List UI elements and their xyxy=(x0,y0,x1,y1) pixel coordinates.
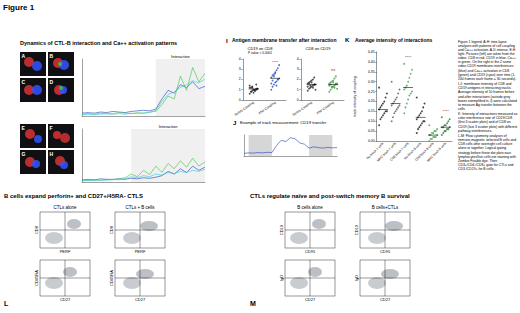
svg-text:CD45RA: CD45RA xyxy=(34,270,39,286)
svg-text:B cells+CTLs: B cells+CTLs xyxy=(372,205,399,210)
html-text:CTLs regulate naïve and post-s: CTLs regulate naïve and post-switch memo… xyxy=(250,193,410,199)
svg-text:0.20: 0.20 xyxy=(368,99,375,103)
svg-text:No block T cells: No block T cells xyxy=(365,141,385,161)
svg-text:E: E xyxy=(22,125,26,131)
svg-text:0.15: 0.15 xyxy=(368,109,375,113)
html-text:K: K xyxy=(345,37,350,43)
html-text:K: Intensity of interactions m: K: Intensity of interactions measured as… xyxy=(458,112,518,133)
svg-text:1: 1 xyxy=(297,88,299,92)
svg-text:IgD: IgD xyxy=(279,275,284,281)
svg-text:CD8 block B cells: CD8 block B cells xyxy=(414,141,435,163)
html-text:Figure 1: Figure 1 xyxy=(3,3,35,12)
svg-text:2: 2 xyxy=(297,77,299,81)
svg-text:0: 0 xyxy=(239,98,241,102)
svg-text:****: **** xyxy=(272,60,279,65)
svg-text:ns: ns xyxy=(331,67,335,72)
svg-text:CD27: CD27 xyxy=(380,297,391,302)
svg-text:Interaction: Interaction xyxy=(159,124,178,129)
svg-text:CD45RA: CD45RA xyxy=(109,270,114,286)
svg-text:4: 4 xyxy=(239,57,241,61)
html-text:I: I xyxy=(226,38,228,44)
svg-text:CTLs + B cells: CTLs + B cells xyxy=(125,205,155,210)
svg-text:2: 2 xyxy=(239,77,241,81)
svg-text:Before Coupling: Before Coupling xyxy=(234,100,255,117)
svg-text:L: L xyxy=(4,300,9,307)
svg-text:1: 1 xyxy=(239,88,241,92)
svg-text:H: H xyxy=(50,151,54,157)
svg-text:0.30: 0.30 xyxy=(368,80,375,84)
svg-text:CD8 on CD19: CD8 on CD19 xyxy=(306,46,332,51)
svg-text:No block B cells: No block B cells xyxy=(403,141,422,161)
svg-text:0.25: 0.25 xyxy=(368,90,375,94)
svg-text:0.35: 0.35 xyxy=(368,70,375,74)
svg-text:CTLs alone: CTLs alone xyxy=(53,205,77,210)
svg-text:Before Coupling: Before Coupling xyxy=(292,100,313,117)
svg-text:CD19: CD19 xyxy=(279,224,284,235)
svg-text:C: C xyxy=(22,79,26,85)
svg-text:CD8: CD8 xyxy=(34,225,39,234)
svg-text:0: 0 xyxy=(297,98,299,102)
svg-text:CD8: CD8 xyxy=(109,225,114,234)
svg-text:CD95: CD95 xyxy=(305,249,316,254)
svg-text:MHC block B cells: MHC block B cells xyxy=(426,141,447,162)
svg-text:After Coupling: After Coupling xyxy=(258,100,277,115)
svg-text:MHC block T cells: MHC block T cells xyxy=(376,141,397,163)
svg-text:track intensity of coupling: track intensity of coupling xyxy=(353,76,357,116)
html-text:L-M: Flow cytometry analyses o: L-M: Flow cytometry analyses of immune-m… xyxy=(458,134,516,171)
svg-text:IgD: IgD xyxy=(354,275,359,281)
svg-text:0.10: 0.10 xyxy=(368,119,375,123)
svg-text:A: A xyxy=(22,53,26,59)
svg-text:M: M xyxy=(250,300,256,307)
svg-text:CD27: CD27 xyxy=(305,297,316,302)
html-text:J: J xyxy=(233,120,237,126)
svg-text:0.05: 0.05 xyxy=(368,129,375,133)
svg-text:P value < 0.0001: P value < 0.0001 xyxy=(248,51,272,55)
html-text:Figure 1 legend. A-H: time-lap: Figure 1 legend. A-H: time-lapse analyse… xyxy=(458,40,517,81)
svg-text:3: 3 xyxy=(239,67,241,71)
svg-text:PERF: PERF xyxy=(135,249,146,254)
svg-text:CD19 on CD8: CD19 on CD8 xyxy=(247,45,273,51)
svg-text:B: B xyxy=(50,53,54,59)
svg-text:G: G xyxy=(22,151,26,157)
html-text:Dynamics of CTL-B interaction: Dynamics of CTL-B interaction and Ca++ a… xyxy=(20,40,178,46)
svg-text:3: 3 xyxy=(297,67,299,71)
svg-text:CD8 block T cells: CD8 block T cells xyxy=(389,141,410,162)
html-text:I-J: membrane intensity of CD8: I-J: membrane intensity of CD8 and CD19 … xyxy=(458,82,517,111)
svg-text:F: F xyxy=(50,125,53,131)
html-text:Antigen membrane transfer afte: Antigen membrane transfer after interact… xyxy=(232,37,337,43)
svg-text:4: 4 xyxy=(297,57,299,61)
svg-text:****: **** xyxy=(405,55,412,60)
svg-text:0.00: 0.00 xyxy=(368,139,375,143)
svg-text:****: **** xyxy=(443,109,450,114)
svg-text:Interaction: Interaction xyxy=(171,54,190,59)
html-text:Average intensity of interacti: Average intensity of interactions xyxy=(355,37,433,43)
svg-text:D: D xyxy=(50,79,54,85)
svg-text:0.40: 0.40 xyxy=(368,60,375,64)
svg-text:After Coupling: After Coupling xyxy=(316,100,335,115)
svg-text:CD27: CD27 xyxy=(135,297,146,302)
svg-text:CD19: CD19 xyxy=(354,224,359,235)
html-text:Example of track measurement:: Example of track measurement: CD19 trans… xyxy=(240,120,327,125)
svg-text:CD27: CD27 xyxy=(60,297,71,302)
html-text:B cells expand perforin+ and C: B cells expand perforin+ and CD27+/45RA-… xyxy=(4,193,143,199)
svg-text:PERF: PERF xyxy=(60,249,71,254)
svg-text:CD95: CD95 xyxy=(380,249,391,254)
svg-text:0.45: 0.45 xyxy=(368,50,375,54)
svg-text:B cells alone: B cells alone xyxy=(297,205,323,210)
